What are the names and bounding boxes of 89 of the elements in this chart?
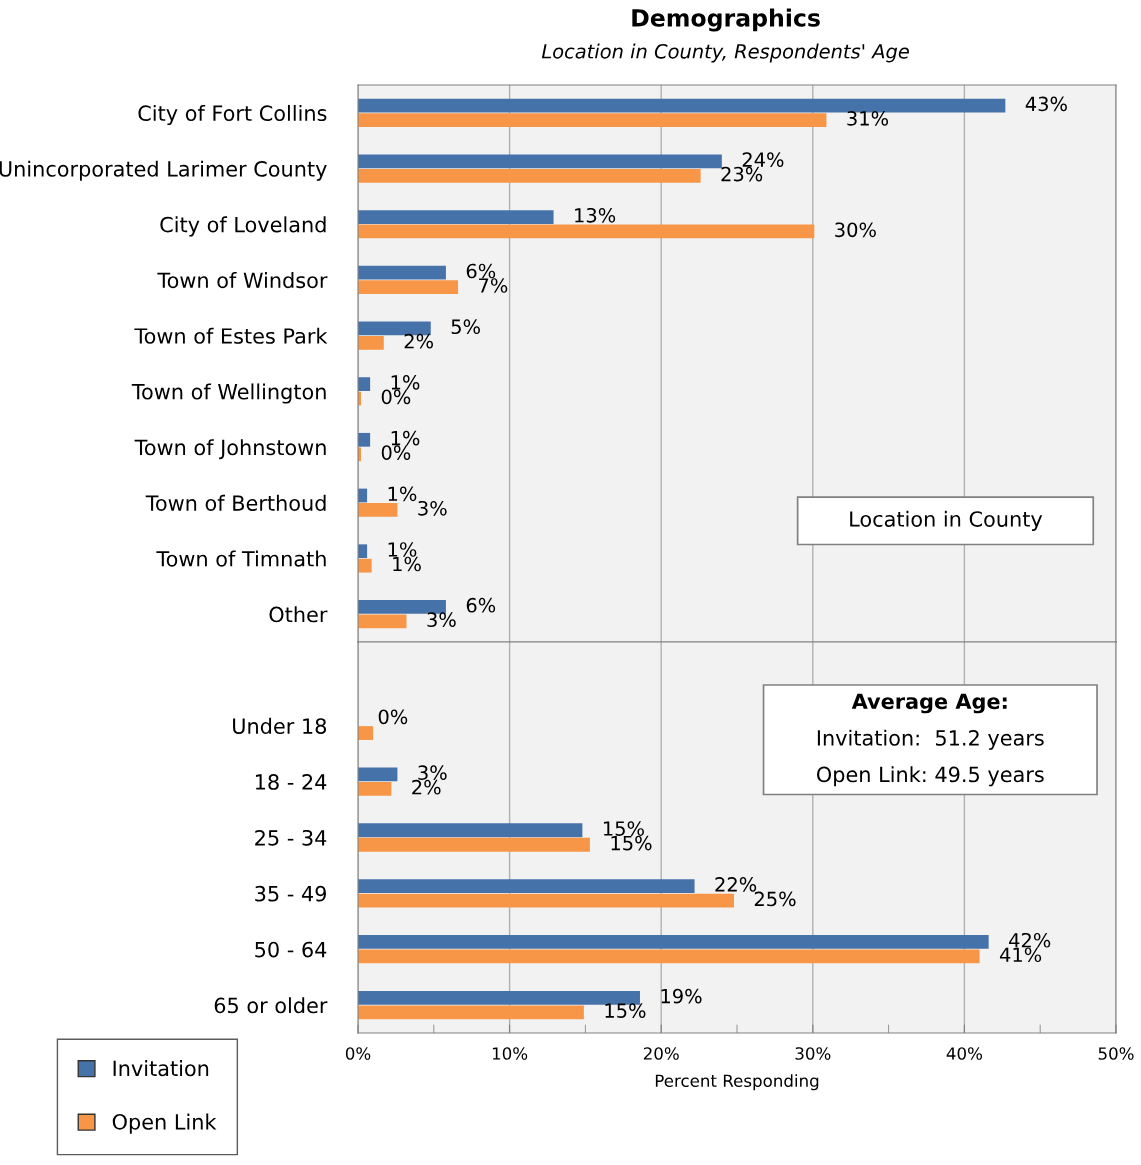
- data-label: 41%: [999, 947, 1042, 963]
- data-label: 25%: [754, 891, 796, 907]
- bar: [358, 336, 384, 350]
- bar: [358, 224, 815, 239]
- y-tick-label: Town of Windsor: [157, 272, 328, 289]
- bar: [358, 280, 459, 295]
- annotation: Open Link: 49.5 years: [817, 766, 1044, 787]
- bar: [358, 837, 590, 852]
- bar: [358, 432, 371, 447]
- data-label: 1%: [388, 542, 417, 557]
- data-label: 5%: [451, 319, 480, 335]
- y-tick-label: 50 - 64: [255, 941, 327, 958]
- y-tick-label: Town of Johnstown: [134, 439, 326, 460]
- bar: [358, 782, 392, 796]
- data-label: 22%: [715, 877, 757, 892]
- data-label: 6%: [466, 263, 496, 279]
- x-tick-label: 40%: [946, 1047, 982, 1060]
- bar: [358, 154, 722, 169]
- data-label: 1%: [393, 556, 421, 572]
- annotation: Location in County: [850, 510, 1043, 531]
- bar: [358, 949, 980, 964]
- data-label: 6%: [466, 597, 496, 613]
- legend-label: Invitation: [113, 1060, 209, 1077]
- data-label: 0%: [381, 389, 411, 405]
- y-tick-label: Town of Wellington: [131, 383, 326, 404]
- y-tick-label: 35 - 49: [255, 885, 326, 902]
- legend-label: Open Link: [112, 1113, 217, 1134]
- bar: [358, 544, 368, 559]
- bar: [358, 168, 701, 183]
- x-tick-label: 0%: [345, 1047, 371, 1060]
- data-label: 1%: [388, 486, 417, 502]
- bar: [358, 1005, 584, 1020]
- data-label: 13%: [575, 207, 616, 223]
- data-label: 3%: [418, 765, 447, 781]
- x-axis-title: Percent Responding: [655, 1074, 819, 1091]
- data-label: 3%: [418, 500, 447, 516]
- data-label: 19%: [661, 988, 702, 1004]
- bar: [358, 98, 1006, 113]
- bar: [358, 558, 372, 573]
- data-label: 15%: [611, 835, 652, 851]
- bar: [358, 614, 407, 629]
- bar: [358, 726, 374, 740]
- data-label: 15%: [603, 821, 644, 836]
- data-label: 2%: [404, 333, 433, 349]
- bar: [358, 600, 446, 614]
- bar: [358, 265, 446, 280]
- bar: [358, 210, 554, 224]
- bar: [358, 990, 640, 1005]
- data-label: 1%: [391, 375, 420, 390]
- x-tick-label: 50%: [1098, 1047, 1134, 1060]
- data-label: 43%: [1025, 96, 1067, 112]
- x-tick-label: 20%: [643, 1047, 679, 1060]
- y-tick-label: Town of Estes Park: [134, 327, 328, 344]
- y-tick-label: Other: [269, 606, 328, 623]
- bar: [358, 935, 989, 949]
- y-tick-label: 65 or older: [214, 997, 328, 1014]
- annotation: Invitation: 51.2 years: [817, 729, 1044, 750]
- bar: [358, 113, 827, 127]
- annotation: Average Age:: [851, 693, 1007, 714]
- y-tick-label: Under 18: [233, 717, 327, 734]
- data-label: 3%: [427, 612, 456, 628]
- bar: [358, 879, 695, 893]
- data-label: 0%: [378, 709, 408, 725]
- y-tick-label: Unincorporated Larimer County: [0, 160, 327, 181]
- chart-subtitle: Location in County, Respondents' Age: [541, 43, 909, 63]
- data-label: 23%: [721, 166, 763, 182]
- bar: [358, 503, 398, 517]
- bar: [358, 767, 398, 782]
- y-tick-label: City of Fort Collins: [138, 104, 327, 126]
- y-tick-label: 18 - 24: [255, 774, 327, 790]
- y-tick-label: 25 - 34: [255, 829, 327, 846]
- bar: [358, 893, 734, 908]
- x-tick-label: 30%: [795, 1047, 831, 1060]
- data-label: 31%: [847, 111, 889, 126]
- data-label: 0%: [381, 445, 411, 460]
- y-tick-label: City of Loveland: [160, 216, 326, 237]
- chart-title: Demographics: [632, 8, 820, 32]
- y-tick-label: Town of Berthoud: [145, 494, 326, 511]
- data-label: 1%: [391, 430, 420, 446]
- data-label: 30%: [835, 222, 876, 238]
- y-tick-label: Town of Timnath: [156, 550, 326, 567]
- data-label: 42%: [1009, 932, 1051, 948]
- data-label: 7%: [479, 278, 508, 293]
- x-tick-label: 10%: [492, 1047, 528, 1060]
- data-label: 2%: [412, 779, 441, 795]
- data-label: 15%: [605, 1003, 646, 1018]
- bar: [358, 377, 371, 391]
- data-label: 24%: [742, 152, 784, 167]
- bar: [358, 823, 583, 838]
